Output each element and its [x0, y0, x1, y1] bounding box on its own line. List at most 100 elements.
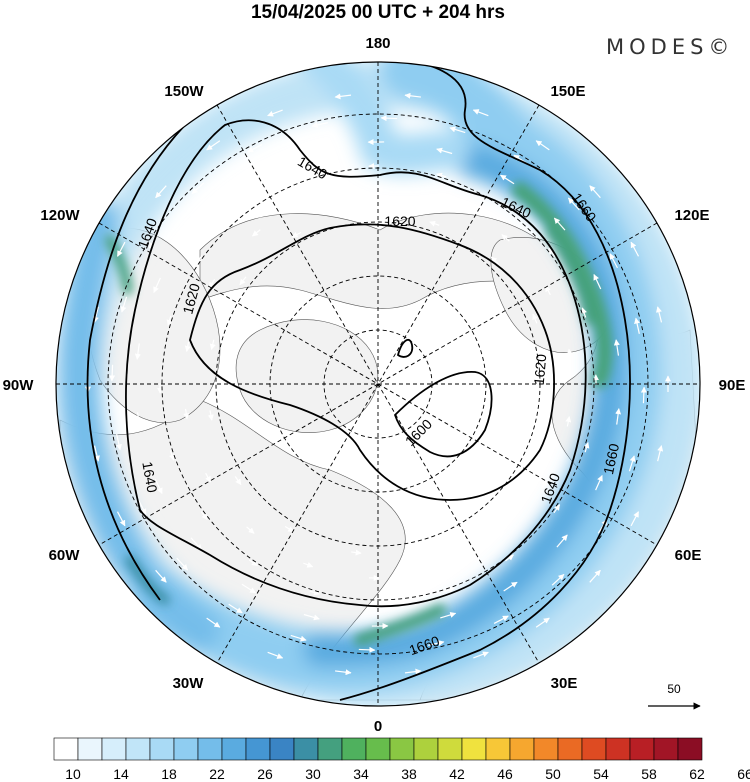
height-contours	[86, 62, 631, 701]
wind-vector-arrow	[303, 613, 320, 621]
colorbar-swatch	[437, 737, 463, 761]
colorbar-swatch	[461, 737, 487, 761]
wind-vector-arrow	[528, 451, 535, 462]
wind-vector-arrow	[228, 603, 243, 614]
lon-label-120w: 120W	[40, 207, 80, 224]
wind-vector-arrow	[208, 279, 216, 289]
wind-vector-arrow	[565, 416, 572, 427]
colorbar-swatch	[269, 737, 295, 761]
wind-vector-arrow	[657, 445, 664, 462]
colorbar-tick-label: 38	[401, 766, 417, 782]
wind-vector-arrow	[540, 479, 548, 489]
wind-vector-arrow	[429, 220, 440, 227]
wind-vector-arrow	[207, 410, 214, 421]
wind-vector-arrow	[242, 206, 251, 214]
wind-vector-arrow	[630, 241, 640, 257]
wind-vector-arrow	[200, 511, 208, 520]
map-border	[55, 61, 701, 707]
wind-vector-arrow	[613, 339, 620, 356]
contour-label: 1620	[531, 353, 550, 386]
wind-vector-arrow	[505, 554, 514, 562]
wind-vector-arrow	[532, 313, 538, 324]
wind-vector-arrow	[311, 122, 328, 128]
wind-vector-arrow	[583, 442, 590, 453]
wind-vector-arrow	[248, 559, 258, 567]
wind-vector-arrow	[190, 537, 203, 551]
wind-vector-arrow	[195, 254, 203, 264]
wind-vector-arrow	[184, 341, 191, 352]
wind-vector-arrow	[251, 229, 261, 237]
wind-vector-arrow	[493, 615, 509, 624]
wind-vector-arrow	[421, 544, 432, 550]
colorbar-swatch	[125, 737, 151, 761]
wind-vector-arrow	[93, 445, 100, 462]
colorbar-swatch	[77, 737, 103, 761]
wind-vector-arrow	[436, 147, 453, 155]
wind-vector-arrow	[290, 634, 307, 642]
wind-vector-arrow	[556, 534, 568, 548]
colorbar-tick-label: 62	[689, 766, 705, 782]
colorbar-swatch	[413, 737, 439, 761]
lon-label-0: 0	[374, 718, 382, 735]
wind-vector-arrow	[500, 174, 515, 185]
wind-vector-arrow	[205, 472, 212, 483]
colorbar-tick-label: 22	[209, 766, 225, 782]
wind-vector-arrow	[351, 549, 362, 556]
wind-vector-arrow	[428, 640, 445, 646]
lon-label-150e: 150E	[550, 83, 585, 100]
wind-vector-arrow	[335, 669, 352, 676]
wind-vector-arrow	[640, 386, 647, 404]
contour-1600	[393, 371, 493, 458]
wind-vector-arrow	[544, 285, 551, 296]
lon-label-30w: 30W	[173, 675, 205, 692]
colorbar-tick-label: 30	[305, 766, 321, 782]
colorbar-swatch	[509, 737, 535, 761]
wind-vector-arrow	[155, 569, 167, 583]
colorbar-swatch	[581, 737, 607, 761]
colorbar-swatch	[653, 737, 679, 761]
colorbar-swatch	[533, 737, 559, 761]
contour-1600-small	[396, 338, 414, 358]
colorbar-tick-label: 54	[593, 766, 609, 782]
wind-vector-arrow	[358, 211, 370, 218]
colorbar-swatch	[485, 737, 511, 761]
contour-label: 1620	[179, 281, 203, 315]
wind-vector-arrow	[435, 564, 446, 571]
colorbar-tick-label: 58	[641, 766, 657, 782]
wind-vector-arrow	[589, 569, 601, 583]
contour-label: 1640	[139, 460, 160, 494]
wind-vector-arrow	[153, 277, 161, 293]
map-disk: 1600 1620 1620 1620 1640 1640 1640 1640 …	[56, 62, 700, 706]
wind-vector-arrow	[593, 274, 602, 290]
wind-vector-arrow	[535, 617, 550, 628]
wind-vector-arrow	[551, 573, 565, 586]
colorbar-swatch	[389, 737, 415, 761]
colorbar-swatch	[245, 737, 271, 761]
colorbar-tick-label: 46	[497, 766, 513, 782]
wind-vector-arrow	[109, 364, 116, 382]
wind-vector-arrow	[188, 220, 200, 234]
wind-vector-arrow	[436, 172, 447, 179]
wind-vector-arrow	[154, 478, 163, 494]
wind-vector-arrow	[473, 651, 489, 659]
wind-vector-arrow	[116, 241, 126, 257]
wind-vector-arrow	[291, 231, 302, 238]
wind-vector-arrow	[176, 557, 189, 571]
wind-vector-arrow	[495, 531, 505, 539]
wind-vector-arrow	[206, 617, 221, 628]
wind-vector-arrow	[267, 109, 283, 117]
lon-label-120e: 120E	[674, 207, 709, 224]
colorbar-swatch	[677, 737, 703, 761]
colorbar-swatch	[341, 737, 367, 761]
lon-label-90e: 90E	[719, 377, 746, 394]
wind-vector-arrow	[309, 589, 320, 596]
wind-vector-arrow	[116, 511, 126, 527]
colorbar-swatch	[149, 737, 175, 761]
colorbar-swatch	[53, 737, 79, 761]
wind-vector-arrow	[239, 276, 247, 286]
wind-vector-arrow	[92, 306, 99, 323]
wind-vector-arrow	[303, 561, 314, 568]
contour-label: 1620	[384, 213, 415, 229]
wind-vector-arrow	[566, 348, 573, 360]
colorbar-swatch	[221, 737, 247, 761]
